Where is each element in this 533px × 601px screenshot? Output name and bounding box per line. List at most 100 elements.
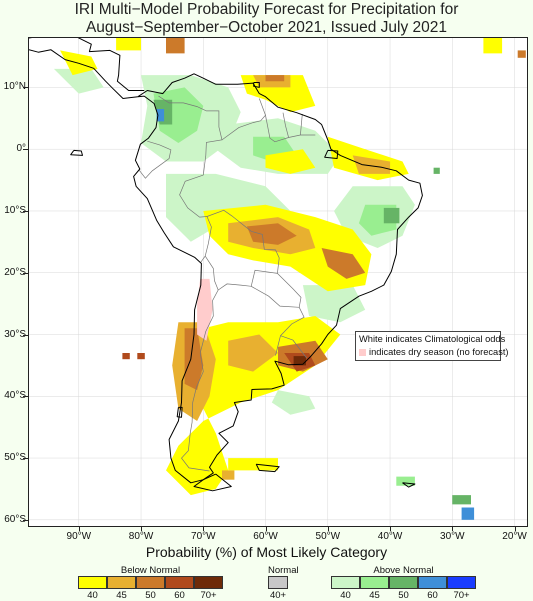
above-normal-swatch-label: 70+ (453, 590, 470, 601)
normal-legend-title: Normal (268, 565, 299, 576)
forecast-region-below-70 (293, 356, 306, 366)
country-border (275, 307, 305, 356)
lon-tick-label: 90°W (66, 531, 92, 542)
country-border (158, 95, 223, 176)
country-border (181, 289, 219, 472)
lon-tick (390, 527, 392, 531)
lat-tick (23, 210, 28, 212)
forecast-region-below-40 (60, 50, 98, 76)
lon-tick (203, 527, 205, 531)
below-normal-swatch (136, 576, 165, 589)
normal-swatch (268, 576, 288, 589)
lat-tick-label: 30°S (4, 328, 26, 340)
lat-tick-label: 20°S (4, 266, 26, 278)
forecast-region-below-45 (228, 334, 278, 372)
coastline-central-america-pacific (29, 49, 138, 99)
coastline-island (324, 149, 339, 159)
map-title-line2: August−September−October 2021, Issued Ju… (85, 19, 448, 36)
lon-tick-label: 60°W (253, 531, 278, 542)
below-normal-swatch-label: 40 (87, 590, 98, 601)
lat-tick-label: 60°S (4, 513, 26, 525)
above-normal-swatch-label: 50 (398, 590, 409, 601)
forecast-region-above-50 (383, 207, 400, 224)
country-border (265, 115, 316, 143)
below-normal-swatch (78, 576, 107, 589)
map-title-line1: IRI Multi−Model Probability Forecast for… (74, 1, 459, 18)
forecast-map (28, 37, 528, 527)
lon-tick (265, 527, 267, 531)
coastline-island (253, 82, 260, 88)
coastline-island (70, 149, 83, 156)
coastline-island (402, 482, 416, 488)
lat-tick (23, 87, 28, 89)
below-normal-swatch-label: 45 (116, 590, 127, 601)
above-normal-swatch-label: 40 (340, 590, 351, 601)
above-normal-swatch (418, 576, 447, 589)
country-border (282, 112, 289, 138)
forecast-region-below-50 (517, 50, 526, 58)
above-normal-legend-title: Above Normal (373, 565, 434, 576)
above-normal-swatch (447, 576, 476, 589)
forecast-region-above-40 (302, 285, 366, 323)
lon-tick (452, 527, 454, 531)
lon-tick-label: 50°W (315, 531, 341, 542)
note-line1: White indicates Climatological odds (359, 334, 506, 344)
coastline-island (193, 473, 232, 492)
forecast-region-above-40 (271, 390, 316, 415)
forecast-region-below-45 (222, 470, 235, 480)
forecast-region-below-40 (483, 38, 503, 54)
lat-tick (23, 272, 28, 274)
forecast-region-below-40 (265, 149, 316, 174)
below-normal-legend-title: Below Normal (120, 565, 181, 576)
lon-tick (141, 527, 143, 531)
lat-tick (23, 458, 28, 460)
lon-tick (327, 527, 329, 531)
climatology-note: White indicates Climatological odds indi… (355, 331, 509, 361)
above-normal-swatch (331, 576, 360, 589)
forecast-region-below-50 (265, 75, 285, 82)
forecast-region-below-50 (246, 223, 297, 245)
forecast-region-above-50 (452, 495, 471, 505)
country-border (300, 113, 303, 136)
forecast-region-above-50 (433, 167, 440, 174)
forecast-region-below-60 (137, 353, 145, 360)
lat-tick (23, 334, 28, 336)
legend-title: Probability (%) of Most Likely Category (145, 544, 388, 560)
forecast-region-above-60 (156, 109, 165, 122)
country-border (138, 140, 172, 179)
map-canvas (29, 38, 527, 526)
forecast-region-below-60 (122, 353, 130, 360)
below-normal-swatch-label: 50 (145, 590, 156, 601)
below-normal-swatch-label: 70+ (200, 590, 217, 601)
forecast-region-below-45 (352, 155, 391, 174)
below-normal-swatch (107, 576, 136, 589)
above-normal-swatch-label: 60 (427, 590, 438, 601)
lat-tick-label: 50°S (4, 452, 26, 464)
above-normal-swatch (389, 576, 418, 589)
coastline-island (176, 406, 183, 418)
country-border (251, 273, 302, 308)
forecast-region-above-40 (53, 68, 104, 94)
coastline-central-america-caribbean (29, 38, 145, 91)
lon-tick-label: 40°W (377, 531, 403, 542)
lat-tick (23, 519, 28, 521)
lon-tick-label: 80°W (128, 531, 154, 542)
forecast-region-below-50 (184, 328, 204, 391)
forecast-region-above-60 (461, 507, 475, 520)
lon-tick-label: 30°W (440, 531, 465, 542)
dry-season-swatch (359, 349, 366, 356)
country-border (280, 335, 307, 359)
lon-tick-label: 20°W (502, 531, 527, 542)
normal-swatch-label: 40+ (269, 590, 287, 601)
forecast-region-below-40 (228, 458, 278, 471)
map-title: IRI Multi−Model Probability Forecast for… (0, 1, 533, 37)
below-normal-swatch (194, 576, 223, 589)
forecast-region-below-50 (166, 38, 185, 54)
lat-tick-label: 40°S (4, 390, 26, 402)
country-border (179, 174, 212, 263)
forecast-region-below-40 (116, 38, 141, 51)
above-normal-swatch-label: 45 (369, 590, 380, 601)
lat-tick-label: 10°N (3, 81, 26, 93)
below-normal-swatch (165, 576, 194, 589)
below-normal-swatch-label: 60 (174, 590, 185, 601)
